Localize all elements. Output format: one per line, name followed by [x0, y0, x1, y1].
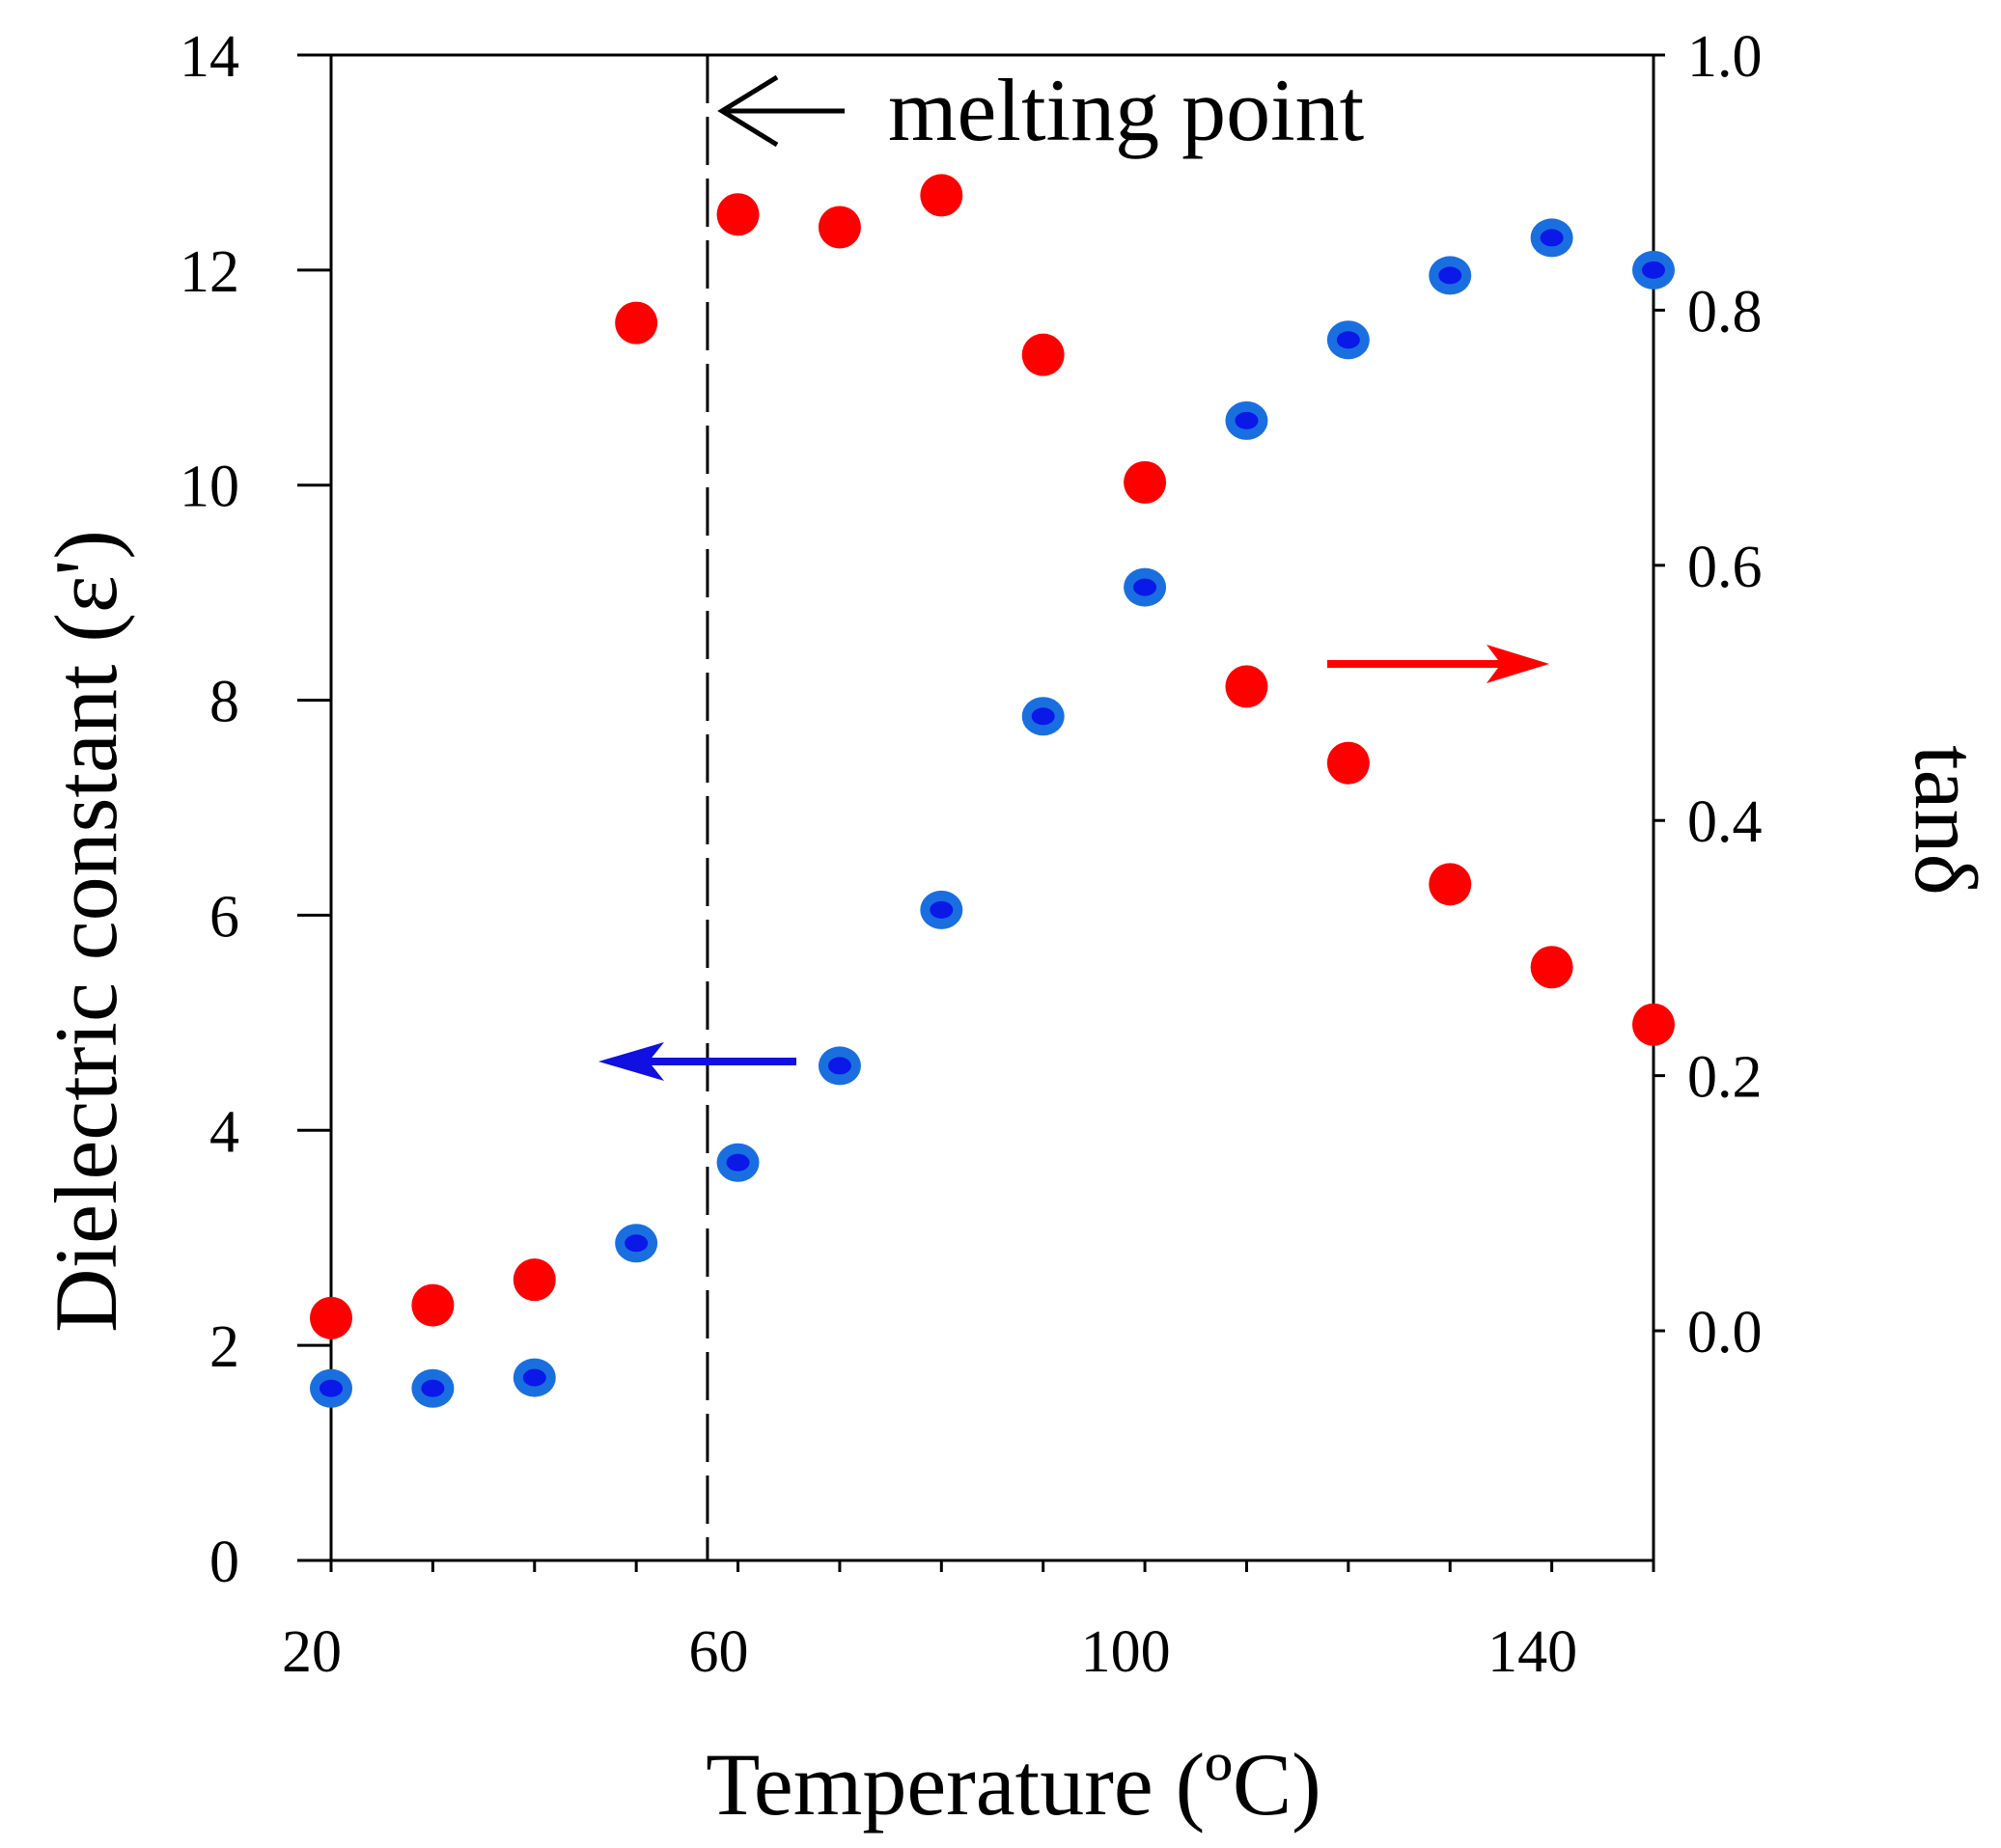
dielectric-point-inner — [1642, 261, 1665, 279]
tand-point — [411, 1283, 455, 1327]
y-right-tick-label: 0.4 — [1687, 789, 1763, 855]
melting-point-label: melting point — [888, 61, 1365, 159]
y-right-tick-label: 1.0 — [1687, 24, 1763, 90]
data-points — [310, 174, 1675, 1408]
dielectric-point-inner — [726, 1153, 750, 1172]
y-right-tick-label: 0.2 — [1687, 1045, 1763, 1111]
dielectric-point — [1632, 250, 1675, 290]
dielectric-point — [1530, 218, 1573, 258]
tand-point — [1124, 460, 1167, 504]
dielectric-point — [1326, 320, 1370, 360]
y-left-tick-label: 12 — [180, 239, 239, 305]
dielectric-point-inner — [1336, 331, 1360, 349]
tand-point — [920, 174, 963, 217]
dielectric-point-inner — [421, 1379, 445, 1397]
dielectric-point — [716, 1143, 760, 1182]
dielectric-point — [310, 1368, 352, 1408]
plot-frame — [329, 53, 1655, 1562]
x-axis-title: Temperature (ºC) — [706, 1735, 1321, 1834]
dielectric-point — [1124, 567, 1167, 607]
plot-border — [329, 53, 1655, 1562]
dielectric-point — [1429, 256, 1472, 295]
dielectric-point — [513, 1358, 556, 1397]
dielectric-point-inner — [625, 1234, 649, 1253]
y-left-tick-label: 2 — [209, 1314, 239, 1380]
dielectric-point-inner — [522, 1368, 546, 1387]
dielectric-point-inner — [930, 900, 954, 919]
dielectric-point — [411, 1368, 455, 1408]
y-left-tick-label: 10 — [180, 455, 239, 520]
x-tick-label: 140 — [1487, 1619, 1577, 1685]
tand-point — [615, 301, 658, 345]
left-axis-arrow — [598, 1042, 796, 1081]
y-right-tick-label: 0.6 — [1687, 535, 1763, 600]
x-tick-label: 60 — [689, 1619, 749, 1685]
tand-point — [1530, 946, 1573, 989]
right-axis-arrow — [1327, 645, 1549, 683]
y-left-tick-label: 4 — [209, 1099, 239, 1165]
dielectric-point — [1225, 400, 1268, 440]
y-right-tick-label: 0.0 — [1687, 1300, 1763, 1365]
y-left-tick-label: 8 — [209, 670, 239, 735]
dielectric-point-inner — [1235, 411, 1259, 429]
dielectric-point-inner — [1540, 229, 1564, 247]
annotations: melting point — [598, 55, 1549, 1560]
dielectric-point — [818, 1046, 861, 1086]
tand-point — [1021, 333, 1065, 376]
dielectric-point-inner — [1438, 266, 1462, 285]
tand-point — [310, 1296, 352, 1339]
dielectric-point — [615, 1224, 658, 1263]
dielectric-point-inner — [827, 1057, 851, 1075]
tand-point — [1429, 863, 1472, 906]
melting-point-arrow — [717, 74, 845, 148]
y-right-tick-label: 0.8 — [1687, 279, 1763, 345]
axis-tick-labels: 20 60 100 140 0 2 4 6 8 10 12 14 0.0 0.2 0.4 0.6 0.8 1.0 — [180, 24, 1763, 1685]
dielectric-point-inner — [320, 1379, 343, 1397]
tand-point — [1326, 741, 1370, 785]
y-right-axis-title: tanδ — [1897, 745, 1995, 896]
y-left-tick-label: 14 — [180, 24, 239, 90]
dielectric-point — [920, 890, 963, 929]
tand-point — [1632, 1003, 1675, 1046]
y-left-tick-label: 0 — [209, 1530, 239, 1595]
dielectric-point-inner — [1031, 707, 1055, 726]
x-tick-label: 20 — [282, 1619, 342, 1685]
tand-point — [818, 206, 861, 249]
dielectric-point — [1021, 697, 1065, 736]
tand-point — [513, 1258, 556, 1302]
tand-point — [716, 193, 760, 236]
y-left-axis-title: Dielectric constant (ε') — [37, 530, 135, 1333]
axis-ticks — [297, 53, 1665, 1572]
dielectric-point-inner — [1133, 578, 1157, 596]
tand-point — [1225, 665, 1268, 708]
x-tick-label: 100 — [1081, 1619, 1171, 1685]
y-left-tick-label: 6 — [209, 884, 239, 950]
